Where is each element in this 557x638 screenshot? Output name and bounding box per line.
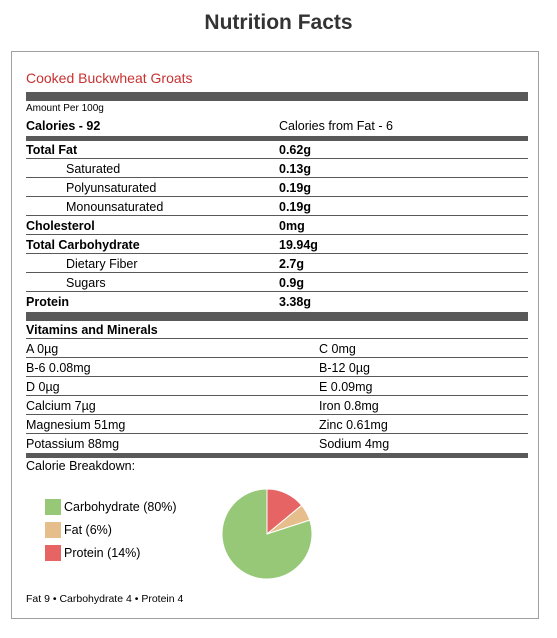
nutrient-value: 2.7g [279, 257, 305, 271]
vitamin-right: E 0.09mg [319, 380, 373, 394]
nutrition-panel: Cooked Buckwheat Groats Amount Per 100g … [11, 51, 539, 619]
calorie-factors: Fat 9 • Carbohydrate 4 • Protein 4 [26, 593, 184, 605]
calories-from-fat: Calories from Fat - 6 [279, 119, 393, 133]
nutrient-value: 0.62g [279, 143, 311, 157]
vitamin-row: Calcium 7µg Iron 0.8mg [26, 397, 528, 415]
divider-thick [26, 312, 528, 321]
legend-item: Carbohydrate (80%) [45, 499, 177, 522]
calories-row: Calories - 92 Calories from Fat - 6 [26, 117, 528, 135]
legend-swatch [45, 522, 61, 538]
legend-label: Fat (6%) [64, 523, 112, 537]
vitamin-left: B-6 0.08mg [26, 361, 91, 375]
legend-item: Protein (14%) [45, 545, 177, 568]
nutrient-label: Total Fat [26, 143, 78, 157]
nutrient-value: 0mg [279, 219, 305, 233]
nutrient-row: Dietary Fiber 2.7g [26, 255, 528, 273]
vitamins-title: Vitamins and Minerals [26, 323, 158, 337]
calorie-pie-chart [221, 488, 313, 580]
legend-swatch [45, 545, 61, 561]
vitamins-heading-row: Vitamins and Minerals [26, 321, 528, 339]
nutrient-row: Total Fat 0.62g [26, 141, 528, 159]
nutrient-value: 19.94g [279, 238, 318, 252]
divider-medium [26, 453, 528, 458]
vitamin-right: B-12 0µg [319, 361, 370, 375]
vitamin-row: A 0µg C 0mg [26, 340, 528, 358]
chart-legend: Carbohydrate (80%) Fat (6%) Protein (14%… [45, 499, 177, 568]
nutrient-value: 0.19g [279, 181, 311, 195]
vitamin-row: Magnesium 51mg Zinc 0.61mg [26, 416, 528, 434]
vitamin-right: Iron 0.8mg [319, 399, 379, 413]
divider-medium [26, 136, 528, 141]
legend-swatch [45, 499, 61, 515]
pie-slice-carbohydrate [221, 488, 313, 580]
legend-label: Protein (14%) [64, 546, 141, 560]
nutrient-value: 0.13g [279, 162, 311, 176]
vitamin-right: C 0mg [319, 342, 356, 356]
nutrient-label: Sugars [66, 276, 106, 290]
nutrient-label: Dietary Fiber [66, 257, 138, 271]
vitamin-row: B-6 0.08mg B-12 0µg [26, 359, 528, 377]
divider-thick [26, 92, 528, 101]
vitamin-right: Sodium 4mg [319, 437, 390, 451]
nutrient-value: 0.9g [279, 276, 305, 290]
page-title: Nutrition Facts [204, 11, 353, 34]
nutrient-label: Saturated [66, 162, 121, 176]
nutrient-row: Protein 3.38g [26, 293, 528, 311]
amount-per: Amount Per 100g [26, 103, 104, 114]
nutrient-value: 3.38g [279, 295, 311, 309]
nutrient-row: Total Carbohydrate 19.94g [26, 236, 528, 254]
nutrient-row: Sugars 0.9g [26, 274, 528, 292]
nutrient-label: Protein [26, 295, 70, 309]
breakdown-title: Calorie Breakdown: [26, 459, 136, 473]
vitamin-left: D 0µg [26, 380, 60, 394]
vitamin-right: Zinc 0.61mg [319, 418, 388, 432]
nutrient-label: Total Carbohydrate [26, 238, 140, 252]
nutrient-label: Polyunsaturated [66, 181, 157, 195]
nutrient-row: Monounsaturated 0.19g [26, 198, 528, 216]
nutrient-row: Cholesterol 0mg [26, 217, 528, 235]
nutrient-row: Saturated 0.13g [26, 160, 528, 178]
vitamin-row: D 0µg E 0.09mg [26, 378, 528, 396]
legend-item: Fat (6%) [45, 522, 177, 545]
vitamin-left: A 0µg [26, 342, 59, 356]
calories-label: Calories - 92 [26, 119, 101, 133]
vitamin-left: Calcium 7µg [26, 399, 96, 413]
food-name: Cooked Buckwheat Groats [26, 70, 193, 86]
vitamin-row: Potassium 88mg Sodium 4mg [26, 435, 528, 453]
nutrient-label: Monounsaturated [66, 200, 164, 214]
nutrient-row: Polyunsaturated 0.19g [26, 179, 528, 197]
nutrient-value: 0.19g [279, 200, 311, 214]
legend-label: Carbohydrate (80%) [64, 500, 177, 514]
vitamin-left: Magnesium 51mg [26, 418, 126, 432]
vitamin-left: Potassium 88mg [26, 437, 120, 451]
nutrient-label: Cholesterol [26, 219, 95, 233]
